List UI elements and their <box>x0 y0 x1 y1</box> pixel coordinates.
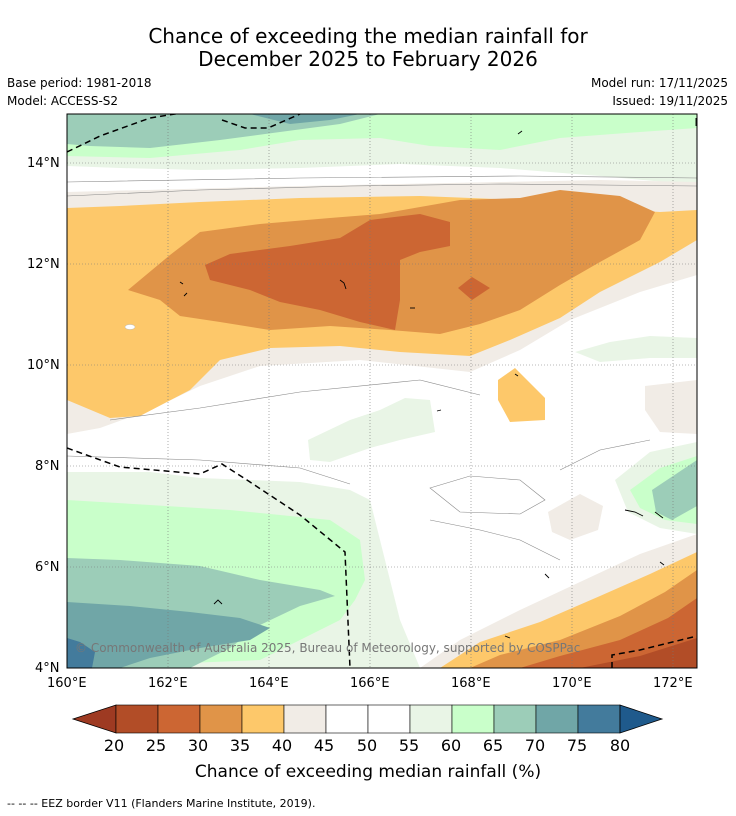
x-tick-170e: 170°E <box>552 676 592 691</box>
base-period-label: Base period: 1981-2018 <box>7 76 152 90</box>
contour-25-southeast <box>580 638 697 668</box>
x-tick-168e: 168°E <box>451 676 491 691</box>
x-tick-164e: 164°E <box>249 676 289 691</box>
colorbar-cell <box>283 704 327 734</box>
colorbar-label-80: 80 <box>609 736 631 755</box>
y-tick-4n: 4°N <box>35 661 60 676</box>
eez-footnote: -- -- -- EEZ border V11 (Flanders Marine… <box>7 797 316 810</box>
contour-40-patch-east <box>498 368 545 422</box>
colorbar-arrow-high <box>619 704 664 734</box>
contour-30-band <box>205 214 450 330</box>
colorbar-label-45: 45 <box>313 736 335 755</box>
map-title-line1: Chance of exceeding the median rainfall … <box>148 24 588 48</box>
issued-label: Issued: 19/11/2025 <box>612 94 728 108</box>
contour-80-south <box>67 638 95 668</box>
colorbar-cell <box>199 704 243 734</box>
contour-lines <box>67 175 697 561</box>
colorbar-cell <box>577 704 621 734</box>
colorbar-label-75: 75 <box>566 736 588 755</box>
colorbar-cell <box>157 704 201 734</box>
island-outlines <box>179 118 697 639</box>
colorbar-title: Chance of exceeding median rainfall (%) <box>194 762 542 782</box>
graticule <box>67 114 697 668</box>
contour-60-central <box>308 398 435 462</box>
y-tick-10n: 10°N <box>27 358 60 373</box>
x-tick-172e: 172°E <box>653 676 693 691</box>
small-island <box>124 324 136 330</box>
x-tick-160e: 160°E <box>47 676 87 691</box>
colorbar-cell <box>493 704 537 734</box>
contour-75-north <box>250 114 360 124</box>
colorbar-label-20: 20 <box>103 736 125 755</box>
contour-40-patch-west <box>67 255 108 275</box>
colorbar-label-50: 50 <box>356 736 378 755</box>
contour-60-east <box>575 336 697 362</box>
colorbar-cell <box>451 704 495 734</box>
colorbar <box>71 704 664 734</box>
colorbar-label-40: 40 <box>271 736 293 755</box>
colorbar-cell <box>535 704 579 734</box>
x-tick-162e: 162°E <box>148 676 188 691</box>
eez-border <box>67 114 697 668</box>
map-title-line2: December 2025 to February 2026 <box>198 47 538 71</box>
y-tick-6n: 6°N <box>35 560 60 575</box>
y-tick-8n: 8°N <box>35 459 60 474</box>
contour-45-patch-1 <box>548 494 603 540</box>
y-tick-12n: 12°N <box>27 257 60 272</box>
colorbar-cell <box>325 704 369 734</box>
map-plot-area <box>67 114 697 668</box>
y-tick-14n: 14°N <box>27 156 60 171</box>
copyright-notice: © Commonwealth of Australia 2025, Bureau… <box>75 641 581 655</box>
colorbar-cells <box>115 704 621 734</box>
colorbar-label-70: 70 <box>524 736 546 755</box>
colorbar-arrow-low <box>71 704 117 734</box>
model-run-label: Model run: 17/11/2025 <box>590 76 728 90</box>
contour-70-eastpatch <box>652 460 697 520</box>
colorbar-label-25: 25 <box>145 736 167 755</box>
colorbar-label-30: 30 <box>187 736 209 755</box>
model-label: Model: ACCESS-S2 <box>7 94 119 108</box>
colorbar-label-55: 55 <box>398 736 420 755</box>
colorbar-cell <box>115 704 159 734</box>
colorbar-label-65: 65 <box>482 736 504 755</box>
contour-30-patch <box>458 277 490 300</box>
x-tick-166e: 166°E <box>350 676 390 691</box>
map-frame <box>66 113 698 669</box>
colorbar-cell <box>241 704 285 734</box>
colorbar-cell <box>367 704 411 734</box>
colorbar-cell <box>409 704 453 734</box>
colorbar-label-35: 35 <box>229 736 251 755</box>
contour-30-southeast <box>520 598 697 668</box>
colorbar-label-60: 60 <box>440 736 462 755</box>
contour-75-south <box>67 602 270 668</box>
contour-45-patch-2 <box>645 380 697 434</box>
